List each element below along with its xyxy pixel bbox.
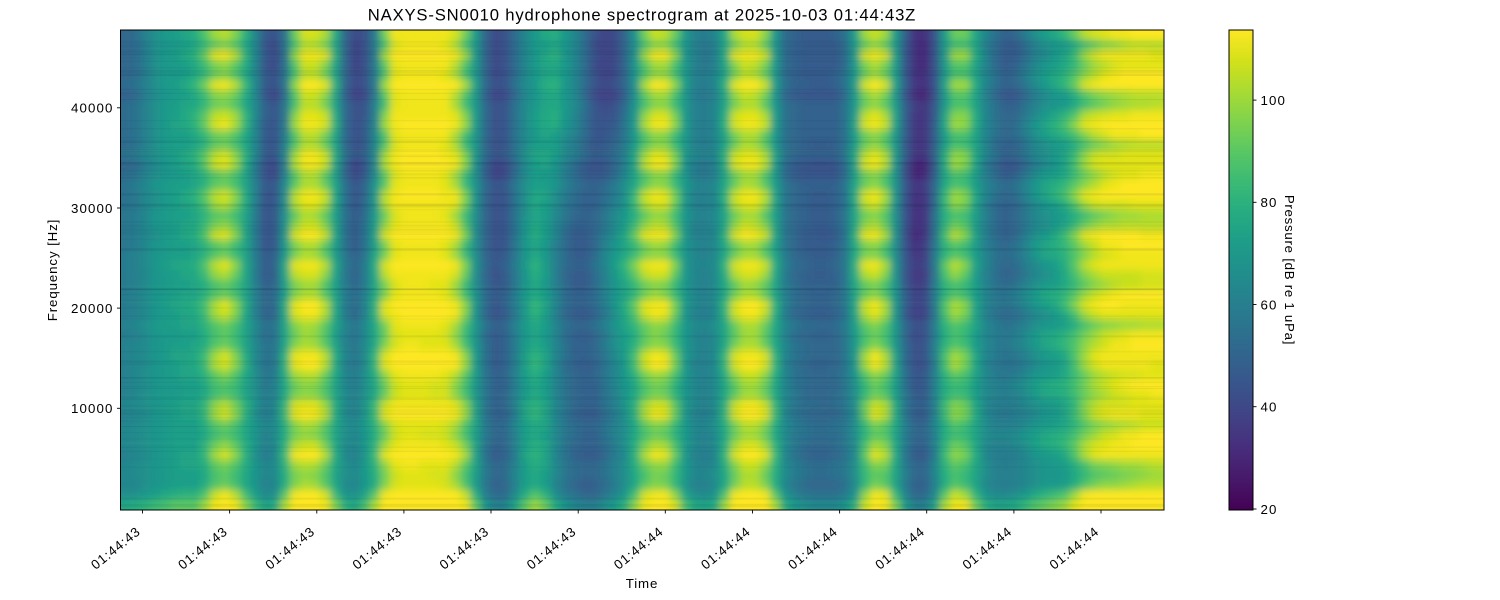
svg-text:Pressure [dB re 1 uPa]: Pressure [dB re 1 uPa] [1282,195,1297,345]
svg-text:40000: 40000 [71,101,113,116]
svg-text:30000: 30000 [71,201,113,216]
svg-text:80: 80 [1261,195,1278,210]
svg-text:NAXYS-SN0010 hydrophone spectr: NAXYS-SN0010 hydrophone spectrogram at 2… [368,6,916,25]
svg-text:Frequency [Hz]: Frequency [Hz] [45,219,60,321]
svg-text:40: 40 [1261,400,1278,415]
svg-text:20: 20 [1261,502,1278,517]
svg-text:20000: 20000 [71,301,113,316]
svg-text:100: 100 [1261,93,1287,108]
svg-text:Time: Time [626,576,658,591]
svg-text:10000: 10000 [71,401,113,416]
svg-text:60: 60 [1261,297,1278,312]
